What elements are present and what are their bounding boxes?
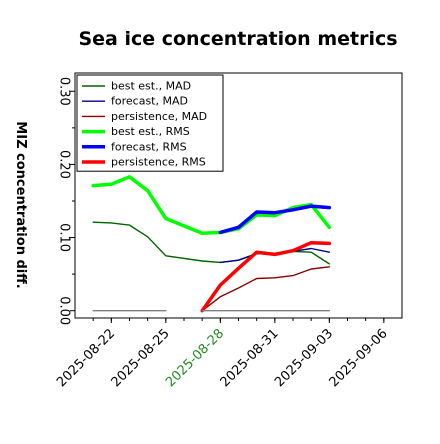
y-axis-label: MIZ concentration diff. [13,121,28,288]
legend-label: best est., MAD [111,80,191,93]
x-tick-label: 2025-09-06 [327,326,391,390]
legend-box [76,74,224,172]
series-line-best-est-mad [92,221,330,265]
y-tick-label: 0.30 [57,77,72,106]
y-tick-label: 0.00 [57,296,72,325]
plot-area [91,175,332,313]
series-line-persistence-rms [200,240,332,313]
legend-label: persistence, RMS [111,156,206,169]
legend-label: best est., RMS [111,125,190,138]
y-tick-label: 0.20 [57,150,72,179]
series-line-forecast-rms [218,204,332,235]
chart-title: Sea ice concentration metrics [78,28,397,50]
series-line-persistence-mad [201,266,330,312]
y-tick-label: 0.10 [57,223,72,252]
legend-label: forecast, MAD [111,95,188,108]
legend-label: forecast, RMS [111,140,187,153]
legend-label: persistence, MAD [111,110,207,123]
legend: best est., MAD forecast, MAD persistence, … [76,74,224,172]
